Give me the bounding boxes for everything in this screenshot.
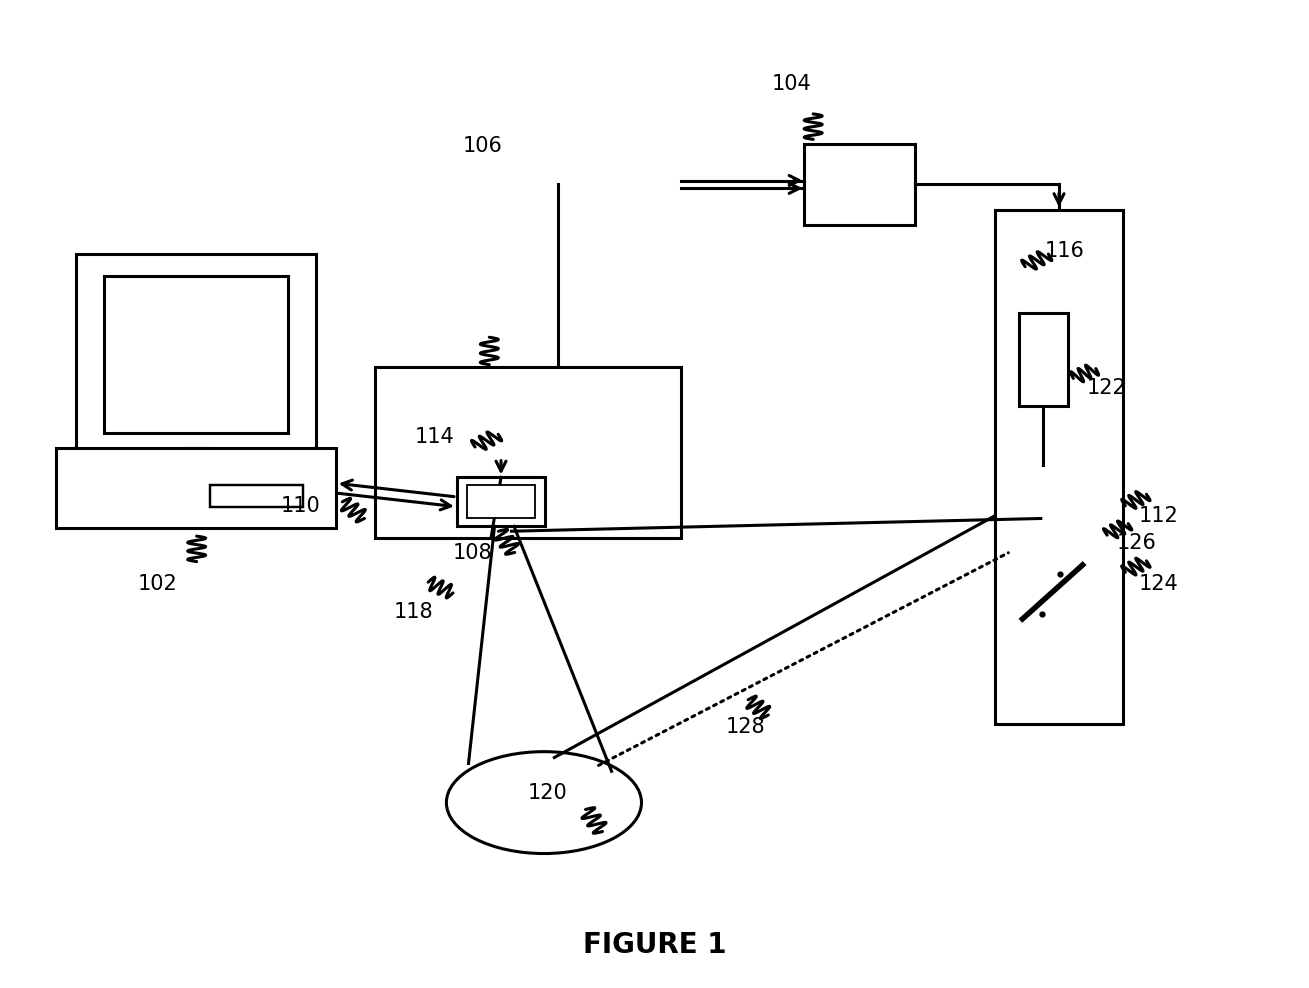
- Text: 128: 128: [725, 717, 766, 737]
- Text: 112: 112: [1139, 506, 1178, 526]
- Text: 124: 124: [1139, 574, 1178, 594]
- Bar: [374, 367, 681, 538]
- Text: FIGURE 1: FIGURE 1: [583, 931, 726, 958]
- Bar: [76, 254, 317, 464]
- Bar: [56, 448, 336, 529]
- Text: 102: 102: [137, 574, 178, 595]
- Text: 108: 108: [453, 543, 492, 563]
- Ellipse shape: [446, 752, 641, 854]
- Text: 106: 106: [463, 136, 503, 156]
- Bar: [804, 144, 915, 224]
- Bar: [995, 209, 1123, 724]
- Bar: [209, 485, 304, 507]
- Text: 118: 118: [394, 602, 433, 621]
- Bar: [183, 448, 212, 464]
- Text: 126: 126: [1117, 533, 1156, 553]
- Text: 114: 114: [415, 427, 454, 448]
- Bar: [467, 485, 535, 519]
- Text: 104: 104: [771, 74, 812, 94]
- Bar: [457, 477, 546, 527]
- Text: 110: 110: [281, 496, 321, 516]
- Bar: [1018, 313, 1068, 406]
- Text: 116: 116: [1045, 241, 1085, 261]
- Text: 120: 120: [528, 783, 568, 803]
- Text: 122: 122: [1086, 378, 1126, 398]
- Bar: [105, 276, 288, 434]
